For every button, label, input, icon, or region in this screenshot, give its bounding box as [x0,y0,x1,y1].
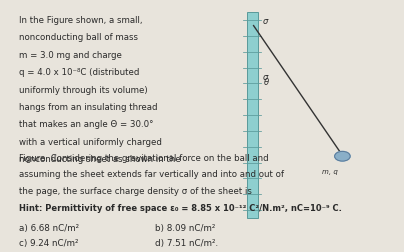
Text: q = 4.0 x 10⁻⁸C (distributed: q = 4.0 x 10⁻⁸C (distributed [19,68,139,77]
Bar [246,12,258,218]
Text: m = 3.0 mg and charge: m = 3.0 mg and charge [19,51,122,60]
Text: that makes an angle Θ = 30.0°: that makes an angle Θ = 30.0° [19,120,153,130]
Text: uniformly through its volume): uniformly through its volume) [19,86,147,94]
Text: nonconducting sheet as shown in the: nonconducting sheet as shown in the [19,155,180,164]
Text: a) 6.68 nC/m²: a) 6.68 nC/m² [19,224,79,233]
Text: $\theta$: $\theta$ [263,76,270,87]
Text: assuming the sheet extends far vertically and into and out of: assuming the sheet extends far verticall… [19,170,284,179]
Text: $\sigma$: $\sigma$ [262,73,269,82]
Text: hangs from an insulating thread: hangs from an insulating thread [19,103,157,112]
Text: d) 7.51 nC/m².: d) 7.51 nC/m². [156,239,219,248]
Text: with a vertical uniformly charged: with a vertical uniformly charged [19,138,162,147]
Circle shape [335,151,350,161]
Text: the page, the surface charge density σ of the sheet is: the page, the surface charge density σ o… [19,187,251,196]
Text: b) 8.09 nC/m²: b) 8.09 nC/m² [156,224,216,233]
Text: Figure. Considering the gravitational force on the ball and: Figure. Considering the gravitational fo… [19,154,268,163]
Text: c) 9.24 nC/m²: c) 9.24 nC/m² [19,239,78,248]
Text: nonconducting ball of mass: nonconducting ball of mass [19,33,137,42]
Text: m, q: m, q [322,169,338,175]
Text: $\sigma$: $\sigma$ [262,17,269,26]
Text: In the Figure shown, a small,: In the Figure shown, a small, [19,16,142,25]
Text: Hint: Permittivity of free space ε₀ = 8.85 x 10⁻¹² C²/N.m², nC=10⁻⁹ C.: Hint: Permittivity of free space ε₀ = 8.… [19,204,341,213]
